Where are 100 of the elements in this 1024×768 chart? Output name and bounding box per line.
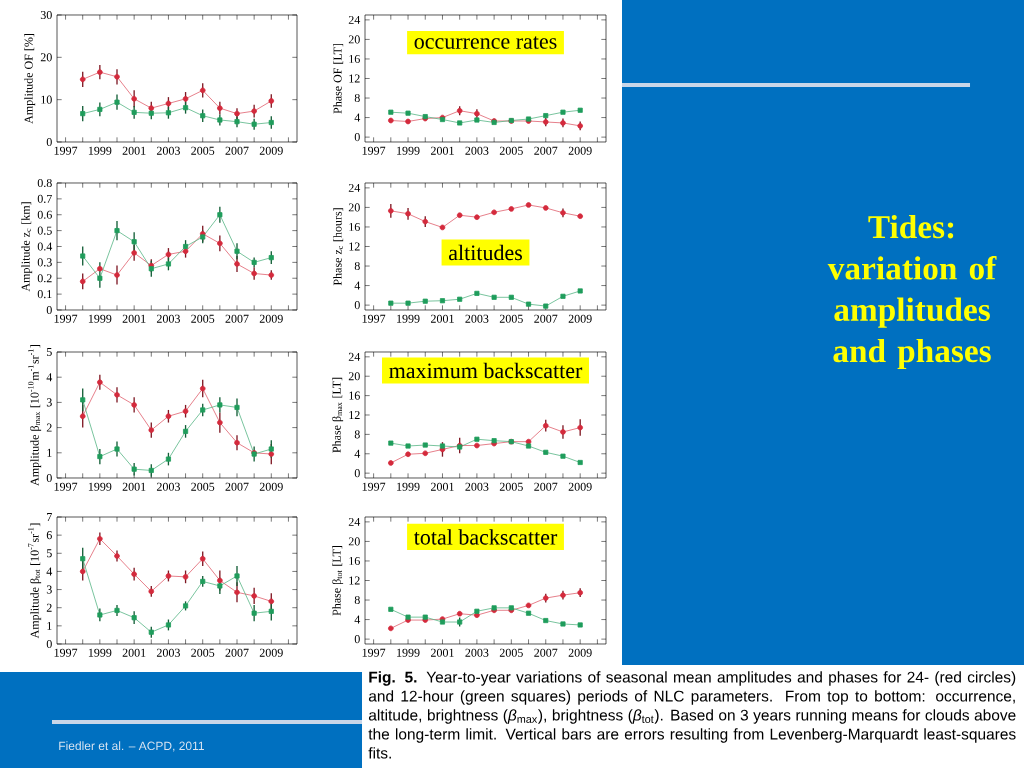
x-tick-label: 2003 [465,648,489,657]
y-axis-title: Phase β$_{max}$ [LT] [332,377,344,453]
y-tick-label: 0.7 [37,194,52,203]
text: Amplitude β$_{max}$ [10$^{-10}$m$^{-1}$sr$^{-1}$] [28,344,42,486]
y-tick-label: 7 [47,513,52,521]
y-tick-label: 0.6 [37,210,52,219]
y-tick-label: 20 [348,537,360,546]
y-tick-label: 0 [46,473,52,483]
y-tick-label: 0.2 [37,274,52,283]
x-tick-label: 2009 [259,146,283,155]
y-tick-label: 4 [354,449,361,458]
x-tick-label: 2007 [534,314,558,323]
y-tick-label: 0.1 [37,290,52,299]
y-tick-label: 0 [354,469,360,478]
x-tick-label: 2001 [122,146,146,155]
x-tick-label: 2001 [430,648,454,657]
y-axis-title: Amplitude OF [%] [24,34,36,124]
y-axis-title: Amplitude z$_{c}$ [km] [21,202,33,292]
x-tick-label: 2003 [465,146,489,155]
x-tick-label: 1999 [397,146,420,155]
x-tick-label: 2001 [430,314,454,323]
y-tick-label: 6 [46,531,52,540]
y-tick-label: 12 [349,74,360,83]
x-tick-label: 1999 [88,146,112,155]
x-tick-label: 2001 [430,146,454,155]
y-tick-label: 12 [349,576,360,585]
x-tick-label: 2001 [122,314,146,323]
x-tick-label: 2007 [534,146,558,155]
y-tick-label: 1 [47,621,52,630]
y-tick-label: 0.5 [37,226,52,235]
y-tick-label: 16 [349,222,360,231]
x-tick-label: 2007 [225,648,249,657]
x-tick-label: 2003 [465,314,489,323]
y-tick-label: 24 [348,352,361,361]
x-tick-label: 1997 [362,314,386,323]
x-tick-label: 1999 [88,314,112,323]
x-tick-label: 2001 [430,482,454,491]
x-tick-label: 1999 [397,482,420,491]
x-tick-label: 2001 [122,482,146,491]
y-tick-label: 0 [354,133,360,142]
y-tick-label: 24 [348,517,361,526]
x-tick-label: 2007 [225,146,249,155]
x-tick-label: 2001 [122,648,146,657]
y-tick-label: 0 [46,639,52,649]
y-tick-label: 3 [46,398,52,407]
text: altitudes [449,244,522,261]
x-tick-label: 2003 [156,314,180,323]
y-tick-label: 12 [349,411,360,419]
x-tick-label: 1997 [362,648,386,657]
y-tick-label: 5 [46,348,52,356]
y-tick-label: 8 [354,261,360,271]
y-tick-label: 24 [348,15,361,24]
x-tick-label: 2003 [156,482,180,491]
x-tick-label: 2007 [225,482,249,491]
y-tick-label: 3 [46,585,52,594]
y-tick-label: 2 [46,603,52,612]
x-tick-label: 1999 [397,314,420,323]
y-tick-label: 5 [46,549,52,558]
y-tick-label: 0 [354,301,360,310]
x-tick-label: 2009 [568,314,592,323]
x-tick-label: 2009 [568,482,592,491]
y-tick-label: 1 [47,448,52,457]
x-tick-label: 2005 [499,482,523,491]
x-tick-label: 2009 [259,648,283,657]
y-tick-label: 30 [40,10,52,20]
y-tick-label: 4 [354,281,361,290]
text: Fig. 5. Year-to-year variations of seasonal mean amplitudes and phases for 24- (red circles) and 12-hour (green squares) periods of NLC parameters. From top to bottom: occurrence, altitude, brightness (β$_{max}$), brightness (β$_{tot}$). Based on 3 years running means for clouds above the long-term limit. Vertical bars are errors resulting from Levenberg-Marquardt least-squares fits. [368,671,1016,759]
chart-title: maximum backscatter [389,362,583,379]
y-axis-title: Phase β$_{tot}$ [LT] [332,545,344,616]
y-tick-label: 20 [348,35,360,44]
text: Fiedler et al. – ACPD, 2011 [59,741,204,752]
y-tick-label: 10 [41,95,52,104]
y-tick-label: 4 [46,373,53,382]
y-tick-label: 16 [349,391,360,400]
y-tick-label: 24 [348,183,361,192]
y-tick-label: 4 [354,615,361,624]
y-tick-label: 16 [349,54,360,63]
x-tick-label: 1997 [54,648,78,657]
y-tick-label: 8 [354,430,360,439]
x-tick-label: 2005 [499,314,523,323]
y-tick-label: 0.8 [37,178,52,188]
x-tick-label: 1997 [54,314,78,323]
x-tick-label: 1999 [397,648,420,657]
x-tick-label: 2005 [499,648,523,657]
y-tick-label: 0 [46,137,52,147]
x-tick-label: 1999 [88,482,112,491]
y-axis-title: Amplitude β$_{tot}$ [10$^{-7}$sr$^{-1}$] [28,523,42,639]
y-tick-label: 20 [348,203,360,212]
y-tick-label: 4 [46,567,53,576]
chart-title: total backscatter [413,529,558,545]
x-tick-label: 2009 [259,314,283,323]
y-tick-label: 4 [354,113,361,122]
y-tick-label: 0 [46,305,52,315]
x-tick-label: 2003 [156,648,180,657]
x-tick-label: 1997 [362,146,386,155]
y-axis-title: Phase z$_{c}$ [hours] [333,208,344,286]
x-tick-label: 2005 [191,648,215,657]
x-tick-label: 2005 [191,146,215,155]
x-tick-label: 2009 [568,146,592,155]
y-tick-label: 0.4 [37,242,53,251]
